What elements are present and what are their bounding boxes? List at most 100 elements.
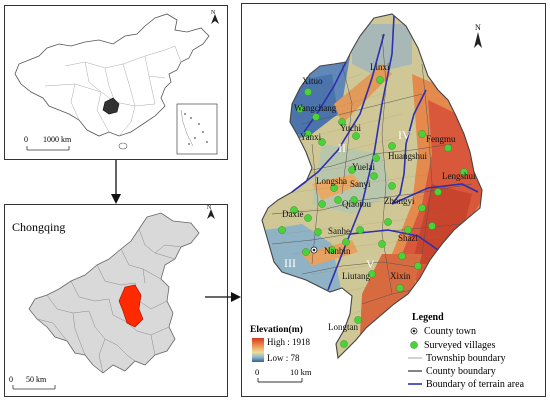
cq-north-label: N [207, 205, 212, 211]
town-label: Wangchang [294, 103, 337, 113]
legend-county-town: County town [410, 326, 476, 337]
terrain-label: III [284, 256, 296, 270]
village-marker [418, 130, 426, 138]
south-sea-inset [176, 103, 218, 155]
terrain-label: II [338, 141, 346, 155]
chongqing-map: N 0 50 km [9, 205, 215, 390]
village-marker [368, 270, 376, 278]
village-marker [376, 76, 384, 84]
village-marker [318, 138, 326, 146]
village-marker [352, 132, 360, 140]
province-lines [44, 45, 182, 137]
village-marker [296, 105, 304, 113]
main-north-label: N [475, 23, 481, 32]
village-marker [330, 184, 338, 192]
chongqing-locator-panel: Chongqing N [4, 204, 228, 397]
town-label: Daxie [282, 209, 304, 219]
main-scale-label: 10 km [290, 367, 312, 377]
village-marker [314, 228, 322, 236]
village-marker [354, 316, 362, 324]
right-arrow-icon [205, 292, 241, 302]
county-town-marker [310, 246, 318, 254]
elevation-high-label: High : 1918 [267, 337, 311, 347]
town-label: Fengmu [426, 134, 456, 144]
elevation-color-ramp [252, 338, 264, 362]
main-scale-bar [257, 378, 303, 383]
town-label: Xixin [390, 271, 411, 281]
cq-scale-label: 50 km [26, 375, 47, 384]
legend-county-boundary: County boundary [408, 366, 496, 377]
town-label: Liutang [342, 271, 370, 281]
village-marker [340, 340, 348, 348]
village-marker [434, 188, 442, 196]
study-area-highlight [118, 284, 144, 328]
elevation-legend-title: Elevation(m) [250, 324, 303, 335]
village-marker [398, 252, 406, 260]
village-marker [302, 248, 310, 256]
town-label: Longsha [316, 176, 347, 186]
village-marker [388, 142, 396, 150]
village-marker [348, 166, 356, 174]
village-marker [278, 226, 286, 234]
town-label: Xituo [302, 76, 323, 86]
district-lines [36, 228, 182, 374]
north-arrow-icon [207, 209, 215, 219]
town-label: Yanxi [300, 132, 322, 142]
elevation-low-label: Low : 78 [267, 353, 300, 363]
town-label: Nanbin [324, 246, 351, 256]
village-marker [414, 262, 422, 270]
village-marker [334, 196, 342, 204]
town-label: Sanyi [350, 179, 371, 189]
legend-label: Township boundary [426, 353, 506, 364]
town-label: Yuelai [352, 162, 375, 172]
village-marker [384, 218, 392, 226]
terrain-area-boundaries [291, 15, 479, 291]
cq-scale-bar [12, 385, 56, 390]
village-marker [396, 284, 404, 292]
south-sea-islands [184, 113, 208, 145]
legend-label: Surveyed villages [424, 340, 495, 351]
china-map: N 0 1000 km [14, 10, 219, 155]
county-boundary [261, 13, 483, 360]
china-north-label: N [211, 10, 216, 16]
chongqing-outline [28, 212, 200, 374]
china-scale-bar [26, 146, 70, 151]
village-marker [318, 200, 326, 208]
legend-township-boundary: Township boundary [408, 353, 506, 364]
village-marker [304, 130, 312, 138]
legend-terrain-boundary: Boundary of terrain area [408, 379, 525, 390]
village-marker [350, 196, 358, 204]
elevation-map: I II III IV V [250, 13, 525, 390]
town-label: Linxi [370, 62, 390, 72]
town-label: Lengshui [442, 171, 476, 181]
terrain-label: I [254, 85, 258, 99]
town-label: Qiaotou [342, 199, 371, 209]
village-marker [312, 113, 320, 121]
main-map-panel: I II III IV V [241, 3, 546, 397]
legend-label: Boundary of terrain area [426, 379, 525, 390]
village-marker [370, 172, 378, 180]
village-marker [290, 206, 298, 214]
surveyed-villages [278, 76, 468, 348]
town-label: Yuchi [340, 123, 361, 133]
village-marker [378, 240, 386, 248]
village-marker [342, 238, 350, 246]
village-marker [356, 226, 364, 234]
village-marker [338, 118, 346, 126]
village-marker [328, 246, 336, 254]
village-marker [304, 214, 312, 222]
north-arrow-icon [474, 32, 482, 48]
village-marker [418, 204, 426, 212]
village-marker [372, 154, 380, 162]
china-outline [14, 13, 210, 137]
legend-label: County town [424, 326, 476, 337]
china-scale-zero: 0 [24, 135, 28, 144]
village-marker [444, 144, 452, 152]
china-locator-panel: N 0 1000 km [4, 5, 228, 160]
village-marker [460, 168, 468, 176]
village-marker [428, 222, 436, 230]
legend-label: County boundary [426, 366, 496, 377]
village-marker [404, 226, 412, 234]
village-marker [388, 182, 396, 190]
town-labels: Linxi Xituo Wangchang Yanxi Yuchi Yuelai… [282, 62, 476, 332]
